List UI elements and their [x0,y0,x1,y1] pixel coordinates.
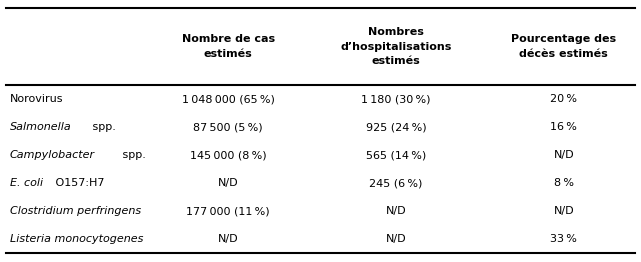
Text: 565 (14 %): 565 (14 %) [366,150,426,160]
Text: 145 000 (8 %): 145 000 (8 %) [190,150,267,160]
Text: Listeria monocytogenes: Listeria monocytogenes [10,234,143,244]
Text: 87 500 (5 %): 87 500 (5 %) [194,122,263,132]
Text: spp.: spp. [89,122,116,132]
Text: 925 (24 %): 925 (24 %) [366,122,426,132]
Text: N/D: N/D [386,206,406,216]
Text: 1 048 000 (65 %): 1 048 000 (65 %) [182,94,274,104]
Text: 1 180 (30 %): 1 180 (30 %) [362,94,431,104]
Text: 177 000 (11 %): 177 000 (11 %) [187,206,270,216]
Text: E. coli: E. coli [10,178,43,188]
Text: N/D: N/D [218,234,238,244]
Text: N/D: N/D [218,178,238,188]
Text: spp.: spp. [119,150,146,160]
Text: Nombres
d’hospitalisations
estimés: Nombres d’hospitalisations estimés [340,27,452,66]
Text: N/D: N/D [386,234,406,244]
Text: Salmonella: Salmonella [10,122,71,132]
Text: N/D: N/D [553,206,574,216]
Text: Campylobacter: Campylobacter [10,150,95,160]
Text: N/D: N/D [553,150,574,160]
Text: 33 %: 33 % [551,234,577,244]
Text: 8 %: 8 % [554,178,574,188]
Text: Nombre de cas
estimés: Nombre de cas estimés [181,34,275,59]
Text: Clostridium perfringens: Clostridium perfringens [10,206,141,216]
Text: Pourcentage des
décès estimés: Pourcentage des décès estimés [511,34,617,59]
Text: Norovirus: Norovirus [10,94,63,104]
Text: 245 (6 %): 245 (6 %) [369,178,423,188]
Text: 20 %: 20 % [550,94,578,104]
Text: O157:H7: O157:H7 [53,178,105,188]
Text: 16 %: 16 % [551,122,577,132]
